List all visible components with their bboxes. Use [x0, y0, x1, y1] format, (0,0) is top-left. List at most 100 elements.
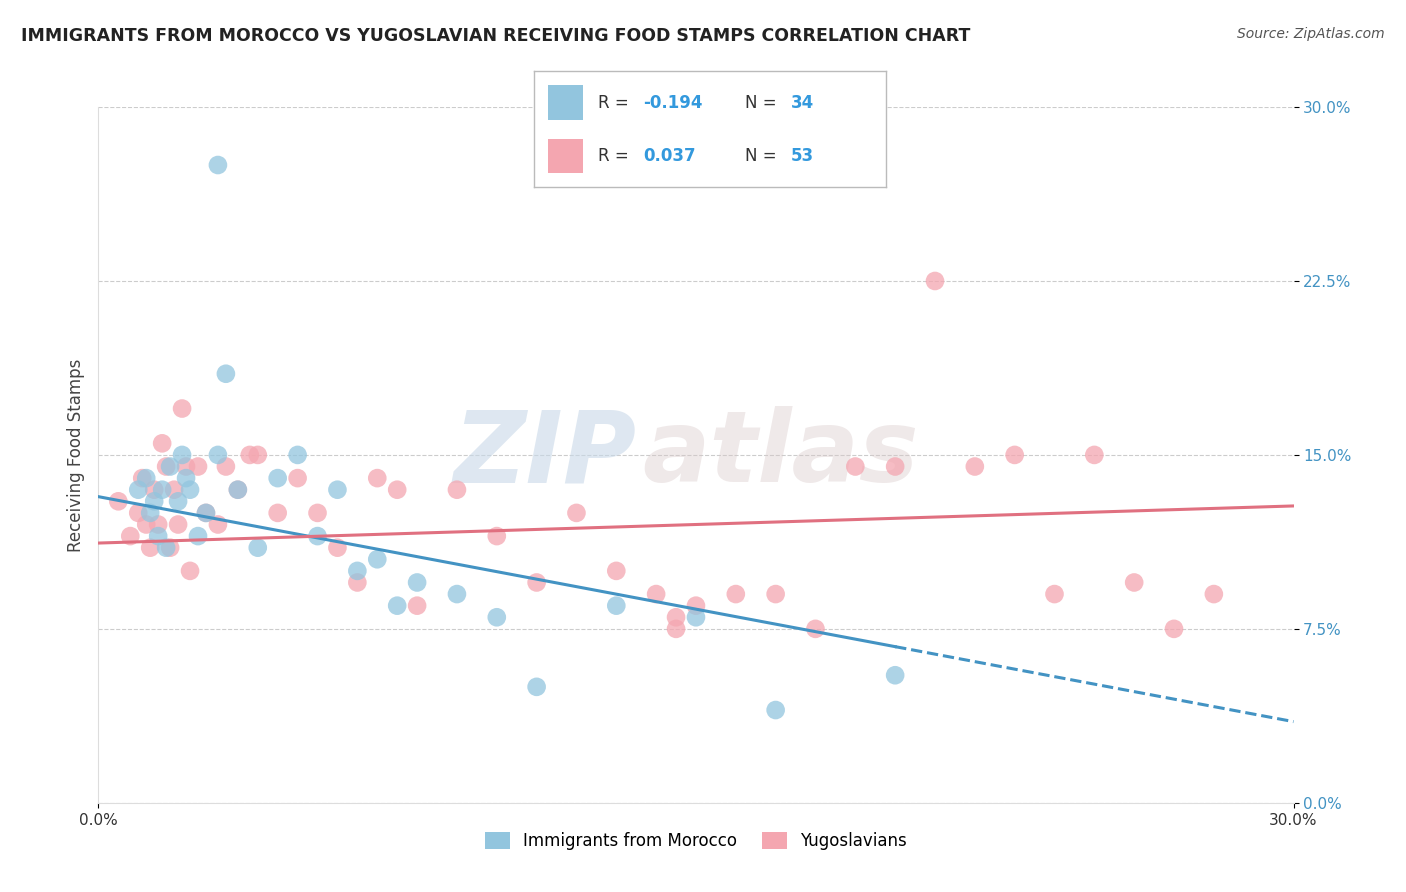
Point	[485, 610, 508, 624]
Point	[127, 506, 149, 520]
Point	[346, 564, 368, 578]
Point	[215, 367, 238, 381]
Point	[685, 599, 707, 613]
Point	[143, 494, 166, 508]
Point	[172, 401, 194, 416]
Point	[131, 471, 153, 485]
Point	[207, 448, 229, 462]
Point	[665, 622, 688, 636]
Text: R =: R =	[598, 94, 634, 112]
Point	[645, 587, 668, 601]
Point	[665, 610, 688, 624]
Point	[174, 459, 197, 474]
Point	[485, 529, 508, 543]
Point	[346, 575, 368, 590]
Point	[139, 541, 162, 555]
Point	[326, 541, 349, 555]
Point	[1202, 587, 1225, 601]
Point	[1004, 448, 1026, 462]
Text: ZIP: ZIP	[453, 407, 637, 503]
Point	[159, 459, 181, 474]
Point	[287, 471, 309, 485]
Point	[924, 274, 946, 288]
Text: -0.194: -0.194	[644, 94, 703, 112]
Point	[215, 459, 238, 474]
Point	[1123, 575, 1146, 590]
Point	[148, 529, 170, 543]
Point	[765, 703, 787, 717]
Point	[163, 483, 186, 497]
Point	[195, 506, 218, 520]
Point	[565, 506, 588, 520]
Point	[1163, 622, 1185, 636]
Point	[179, 564, 201, 578]
Y-axis label: Receiving Food Stamps: Receiving Food Stamps	[66, 359, 84, 551]
Text: R =: R =	[598, 147, 634, 165]
Point	[150, 483, 173, 497]
Point	[884, 459, 907, 474]
Text: N =: N =	[745, 147, 782, 165]
Point	[526, 575, 548, 590]
Point	[287, 448, 309, 462]
Point	[239, 448, 262, 462]
Text: 0.037: 0.037	[644, 147, 696, 165]
Point	[143, 483, 166, 497]
Point	[326, 483, 349, 497]
Point	[187, 529, 209, 543]
Point	[366, 471, 388, 485]
FancyBboxPatch shape	[548, 138, 583, 173]
Point	[267, 506, 290, 520]
Point	[884, 668, 907, 682]
Point	[385, 599, 409, 613]
Point	[804, 622, 827, 636]
Point	[148, 517, 170, 532]
Text: IMMIGRANTS FROM MOROCCO VS YUGOSLAVIAN RECEIVING FOOD STAMPS CORRELATION CHART: IMMIGRANTS FROM MOROCCO VS YUGOSLAVIAN R…	[21, 27, 970, 45]
Point	[135, 517, 157, 532]
Point	[167, 494, 190, 508]
Point	[155, 541, 177, 555]
Point	[246, 541, 269, 555]
Point	[120, 529, 142, 543]
Point	[724, 587, 747, 601]
Point	[159, 541, 181, 555]
Text: N =: N =	[745, 94, 782, 112]
Point	[366, 552, 388, 566]
Point	[1043, 587, 1066, 601]
Point	[107, 494, 129, 508]
Point	[605, 564, 627, 578]
Point	[135, 471, 157, 485]
Point	[155, 459, 177, 474]
Point	[207, 517, 229, 532]
Point	[179, 483, 201, 497]
Point	[174, 471, 197, 485]
Point	[127, 483, 149, 497]
Point	[195, 506, 218, 520]
Point	[307, 529, 329, 543]
Legend: Immigrants from Morocco, Yugoslavians: Immigrants from Morocco, Yugoslavians	[478, 826, 914, 857]
Point	[385, 483, 409, 497]
Point	[187, 459, 209, 474]
Point	[844, 459, 866, 474]
Point	[526, 680, 548, 694]
Point	[307, 506, 329, 520]
Point	[1083, 448, 1105, 462]
Point	[207, 158, 229, 172]
Text: Source: ZipAtlas.com: Source: ZipAtlas.com	[1237, 27, 1385, 41]
Text: atlas: atlas	[643, 407, 918, 503]
Point	[765, 587, 787, 601]
Point	[605, 599, 627, 613]
Point	[226, 483, 249, 497]
Point	[139, 506, 162, 520]
Point	[167, 517, 190, 532]
Point	[963, 459, 986, 474]
Text: 53: 53	[790, 147, 814, 165]
FancyBboxPatch shape	[548, 86, 583, 120]
Point	[406, 599, 429, 613]
Text: 34: 34	[790, 94, 814, 112]
Point	[226, 483, 249, 497]
Point	[246, 448, 269, 462]
Point	[406, 575, 429, 590]
Point	[150, 436, 173, 450]
Point	[172, 448, 194, 462]
Point	[446, 587, 468, 601]
